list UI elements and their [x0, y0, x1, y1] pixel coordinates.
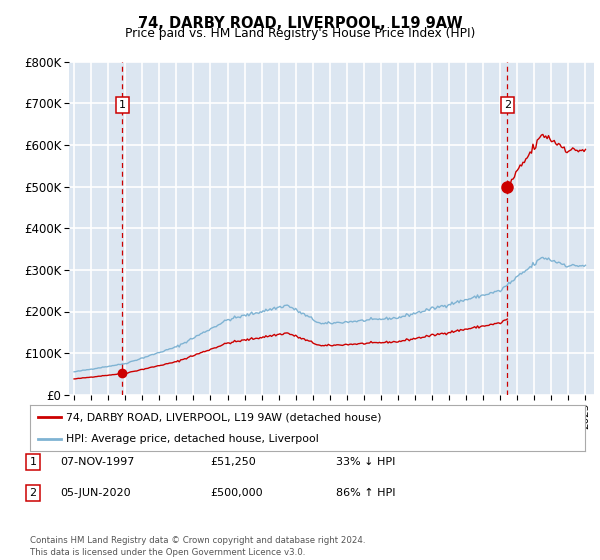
Text: HPI: Average price, detached house, Liverpool: HPI: Average price, detached house, Live…: [66, 435, 319, 444]
Text: 1: 1: [119, 100, 126, 110]
Text: 74, DARBY ROAD, LIVERPOOL, L19 9AW: 74, DARBY ROAD, LIVERPOOL, L19 9AW: [137, 16, 463, 31]
Text: 05-JUN-2020: 05-JUN-2020: [60, 488, 131, 498]
Text: 2: 2: [29, 488, 37, 498]
Text: £500,000: £500,000: [210, 488, 263, 498]
Text: 07-NOV-1997: 07-NOV-1997: [60, 457, 134, 467]
Text: Price paid vs. HM Land Registry's House Price Index (HPI): Price paid vs. HM Land Registry's House …: [125, 27, 475, 40]
Text: 33% ↓ HPI: 33% ↓ HPI: [336, 457, 395, 467]
Text: 1: 1: [29, 457, 37, 467]
Text: 2: 2: [504, 100, 511, 110]
Text: 86% ↑ HPI: 86% ↑ HPI: [336, 488, 395, 498]
Text: Contains HM Land Registry data © Crown copyright and database right 2024.
This d: Contains HM Land Registry data © Crown c…: [30, 536, 365, 557]
Text: £51,250: £51,250: [210, 457, 256, 467]
Text: 74, DARBY ROAD, LIVERPOOL, L19 9AW (detached house): 74, DARBY ROAD, LIVERPOOL, L19 9AW (deta…: [66, 412, 382, 422]
